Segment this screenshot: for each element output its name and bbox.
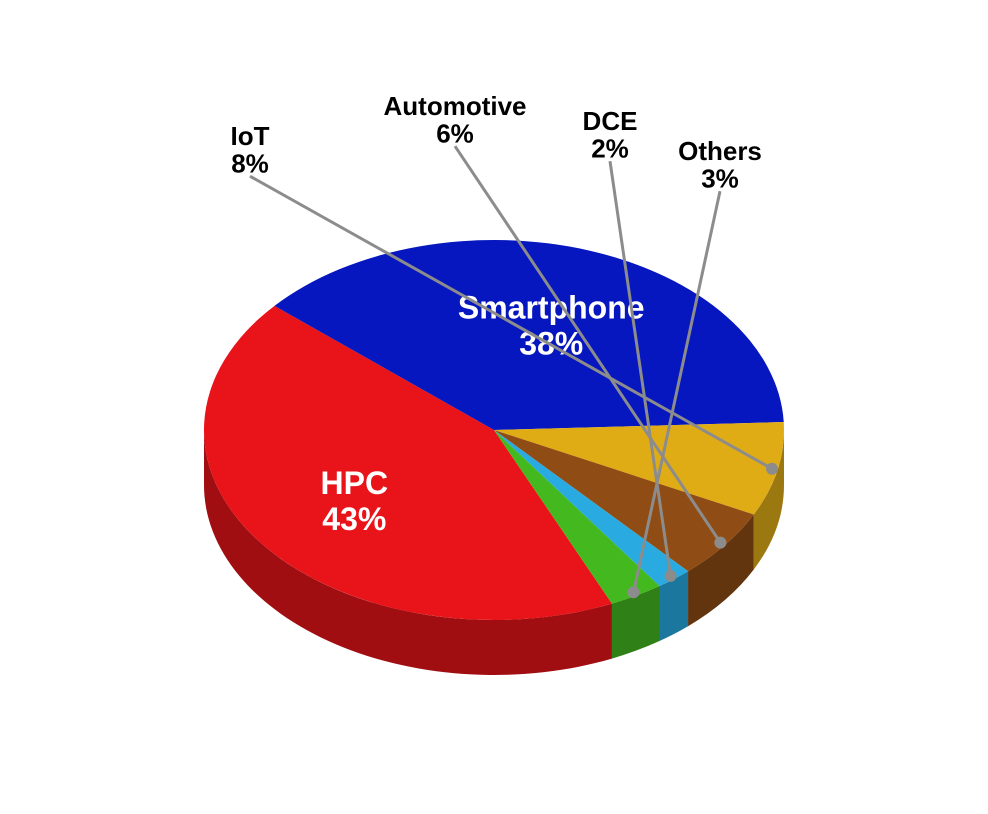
slice-percent: 3% bbox=[701, 163, 739, 193]
slice-label: Others bbox=[678, 136, 762, 166]
slice-label: DCE bbox=[583, 106, 638, 136]
pie-chart: HPC43%Smartphone38%IoT8%Automotive6%DCE2… bbox=[0, 0, 988, 814]
slice-percent: 43% bbox=[322, 501, 386, 537]
slice-label: Automotive bbox=[384, 91, 527, 121]
slice-percent: 6% bbox=[436, 118, 474, 148]
slice-percent: 8% bbox=[231, 148, 269, 178]
slice-label: HPC bbox=[321, 465, 389, 501]
slice-percent: 2% bbox=[591, 133, 629, 163]
slice-label: IoT bbox=[231, 121, 270, 151]
